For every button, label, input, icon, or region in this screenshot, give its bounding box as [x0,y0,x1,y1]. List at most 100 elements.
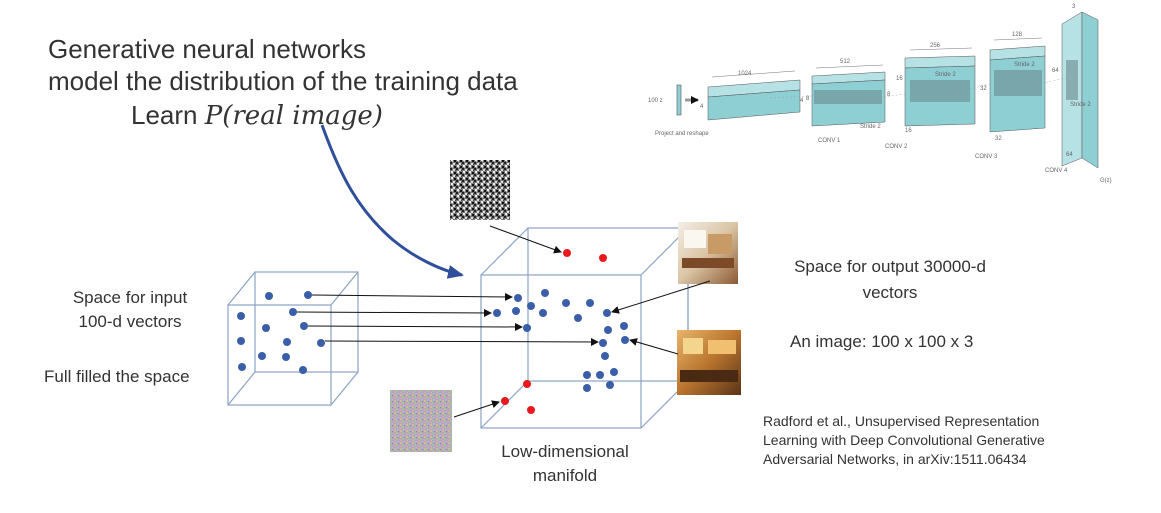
dcgan-stage-1: CONV 1 [818,138,841,144]
input-dot [304,291,312,299]
dcgan-project-label: Project and reshape [655,131,709,137]
input-space-cube [227,271,359,406]
manifold-dot [562,299,570,307]
manifold-dot [603,309,611,317]
manifold-label: Low-dimensional manifold [470,442,660,486]
input-space-label: Space for input 100-d vectors [46,288,214,332]
dcgan-size-3b: 16 [905,128,912,134]
manifold-dot [512,307,520,315]
input-dot [317,339,325,347]
image-size-note: An image: 100 x 100 x 3 [790,332,974,351]
manifold-dot [604,326,612,334]
citation-line1: Radford et al., Unsupervised Representat… [763,413,1040,429]
manifold-dot [583,384,591,392]
noise-output-dots [501,249,607,414]
title-line-2: model the distribution of the training d… [48,66,518,96]
dcgan-stride-3: Stride 2 [935,72,956,78]
mapping-arrow [324,337,599,346]
room-image-2 [677,330,741,395]
color-noise-image [390,390,452,452]
dcgan-size-2b: 8 [887,92,891,98]
dcgan-size-1a: 4 [700,104,704,110]
dcgan-channels-1: 1024 [738,71,752,77]
mapping-arrows [296,225,711,418]
dcgan-size-2a: 8 [806,96,810,102]
mapping-arrow [296,308,492,317]
manifold-dot [620,322,628,330]
citation-line3: Adversarial Networks, in arXiv:1511.0643… [763,451,1027,467]
input-dot [258,352,266,360]
dcgan-stage-2: CONV 2 [885,144,908,150]
manifold-dot [574,314,582,322]
citation: Radford et al., Unsupervised Representat… [763,412,1045,469]
dcgan-channels-2: 512 [840,59,851,65]
image-mapping-arrow [629,338,679,355]
title-learn-word: Learn [131,100,205,130]
dcgan-stride-2: Stride 2 [860,124,881,130]
dcgan-size-5b: 64 [1066,152,1073,158]
noise-output-dot [599,254,607,262]
manifold-dot [539,309,547,317]
input-dot [262,324,270,332]
dcgan-stage-3: CONV 3 [975,154,998,160]
noise-output-dot [563,249,571,257]
manifold-dot [610,368,618,376]
output-space-label-line2: vectors [862,283,918,302]
input-dot [289,308,297,316]
output-space-label: Space for output 30000-d vectors [765,257,1015,303]
gray-noise-image [450,160,510,220]
manifold-dot [621,336,629,344]
manifold-dot [601,352,609,360]
dcgan-channels-5: 3 [1072,4,1076,10]
manifold-dot [523,324,531,332]
manifold-dot [599,339,607,347]
curved-arrow [320,124,464,279]
input-dot [283,338,291,346]
input-dot [237,312,245,320]
citation-line2: Learning with Deep Convolutional Generat… [763,432,1045,448]
manifold-dot [606,381,614,389]
dcgan-size-4b: 32 [995,136,1002,142]
manifold-dot [586,299,594,307]
manifold-label-line1: Low-dimensional [501,442,629,461]
title-math-expression: P(real image) [204,101,383,131]
manifold-dot [583,371,591,379]
input-dot [300,322,308,330]
title-line-3: Learn P(real image) [131,100,383,131]
dcgan-stage-4: CONV 4 [1045,168,1068,174]
mapping-arrow [311,292,513,301]
dcgan-size-4a: 32 [980,86,987,92]
dcgan-input-label: 100 z [648,98,663,104]
input-dot [299,366,307,374]
noise-output-dot [501,397,509,405]
input-space-note: Full filled the space [44,367,190,386]
input-dot [282,353,290,361]
manifold-dot [541,289,549,297]
input-dot [265,292,273,300]
dcgan-stride-5: Stride 2 [1070,102,1091,108]
noise-output-dot [523,380,531,388]
input-space-label-line2: 100-d vectors [78,312,182,331]
dcgan-input-vector [676,84,682,116]
dcgan-size-1b: 4 [800,98,804,104]
dcgan-size-5a: 64 [1052,68,1059,74]
input-dots [237,291,325,374]
manifold-dot [493,309,501,317]
manifold-dot [527,302,535,310]
output-space-label-line1: Space for output 30000-d [794,257,986,276]
dcgan-output-label: G(z) [1100,178,1112,184]
manifold-dot [596,371,604,379]
dcgan-architecture: 100 z Project and reshape 1024 4 4 512 8… [648,4,1112,184]
manifold-dot [514,294,522,302]
dcgan-channels-3: 256 [930,43,941,49]
input-dot [238,363,246,371]
dcgan-channels-4: 128 [1012,32,1023,38]
room-image-1 [678,222,738,284]
input-space-label-line1: Space for input [72,288,188,307]
noise-mapping-arrow [453,400,500,418]
noise-output-dot [527,406,535,414]
mapping-arrow [307,322,523,331]
dcgan-size-3a: 16 [896,76,903,82]
input-dot [237,337,245,345]
